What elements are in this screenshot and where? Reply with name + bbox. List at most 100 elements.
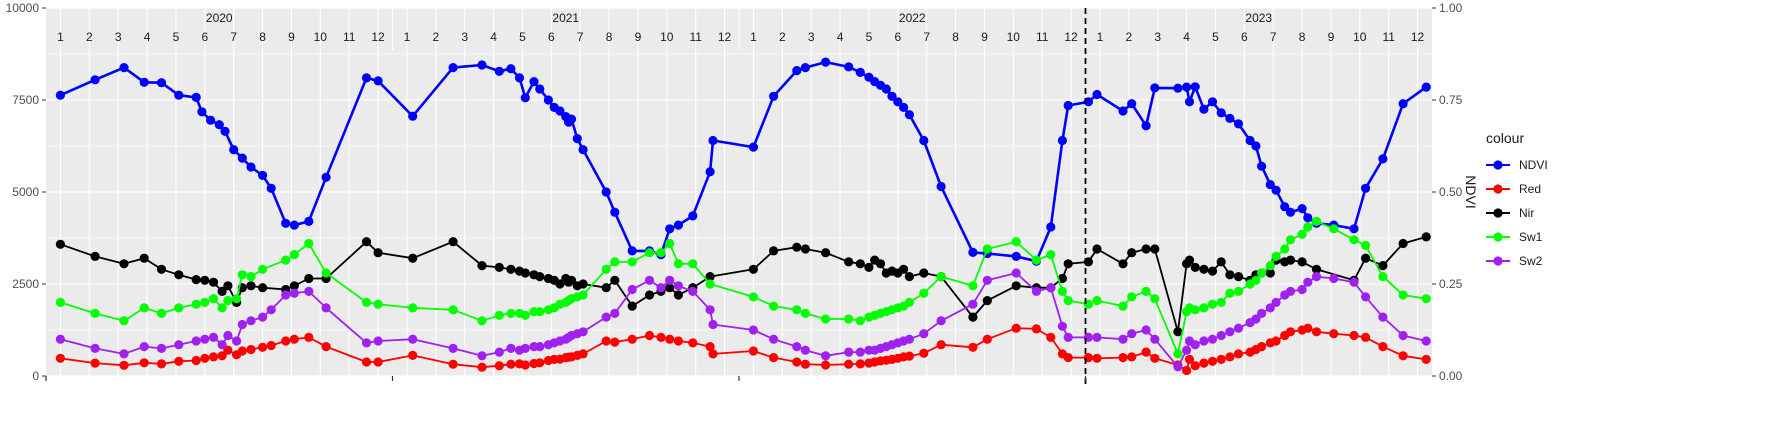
data-point — [1225, 113, 1235, 123]
data-point — [919, 329, 929, 339]
month-label: 6 — [548, 30, 555, 44]
data-point — [448, 343, 458, 353]
data-point — [1127, 292, 1137, 302]
month-label: 12 — [718, 30, 732, 44]
data-point — [673, 259, 684, 269]
data-point — [899, 264, 909, 274]
month-label: 10 — [1007, 30, 1021, 44]
data-point — [1141, 121, 1151, 131]
data-point — [821, 248, 831, 258]
data-point — [1349, 235, 1359, 245]
data-point — [792, 242, 802, 252]
data-point — [529, 77, 539, 87]
data-point — [578, 145, 588, 155]
data-point — [90, 75, 100, 85]
data-point — [361, 357, 372, 367]
data-point — [373, 248, 383, 258]
series-red — [55, 323, 1431, 376]
data-point — [281, 255, 291, 265]
month-label: 4 — [837, 30, 844, 44]
data-point — [578, 349, 588, 359]
data-point — [1141, 325, 1151, 335]
data-point — [506, 64, 516, 74]
data-point — [139, 342, 149, 352]
data-point — [1063, 296, 1073, 306]
legend-label: Sw2 — [1519, 254, 1543, 268]
data-point — [800, 63, 811, 73]
month-label: 7 — [577, 30, 584, 44]
data-point — [506, 343, 516, 353]
data-point — [1421, 82, 1431, 92]
month-label: 4 — [144, 30, 151, 44]
month-label: 9 — [1328, 30, 1335, 44]
data-point — [844, 359, 854, 369]
data-point — [237, 319, 247, 330]
month-label: 9 — [981, 30, 988, 44]
series-layer — [55, 57, 1431, 376]
data-point — [601, 187, 611, 197]
data-point — [688, 286, 698, 296]
data-point — [821, 57, 831, 67]
data-point — [232, 336, 242, 346]
data-point — [1271, 297, 1281, 307]
data-point — [1398, 351, 1408, 361]
data-point — [1092, 89, 1102, 100]
data-point — [1127, 329, 1137, 339]
data-point — [281, 290, 291, 300]
data-point — [200, 275, 210, 285]
month-label: 7 — [230, 30, 237, 44]
data-point — [601, 283, 611, 293]
data-point — [1184, 354, 1195, 364]
data-point — [919, 135, 929, 146]
data-point — [982, 334, 992, 344]
data-point — [220, 126, 230, 136]
data-point — [1057, 135, 1067, 146]
data-point — [448, 237, 458, 247]
data-point — [139, 303, 149, 313]
data-point — [258, 342, 268, 352]
data-point — [1285, 286, 1296, 296]
data-point — [139, 77, 149, 87]
data-point — [408, 253, 418, 263]
data-point — [90, 251, 100, 261]
data-point — [566, 275, 577, 285]
data-point — [887, 91, 897, 101]
data-point — [408, 303, 418, 313]
data-point — [688, 211, 698, 221]
month-label: 2 — [86, 30, 93, 44]
data-point — [644, 248, 655, 258]
data-point — [281, 218, 291, 228]
data-point — [361, 297, 372, 307]
facet-label-year: 2022 — [899, 11, 926, 25]
data-point — [1046, 250, 1056, 260]
data-point — [627, 334, 637, 344]
data-point — [1361, 253, 1371, 263]
data-point — [748, 292, 759, 302]
data-point — [200, 297, 210, 307]
data-point — [477, 60, 487, 70]
data-point — [408, 350, 418, 360]
data-point — [217, 286, 227, 296]
data-point — [1216, 297, 1226, 307]
y-axis-left: 0 2500 5000 7500 10000 — [6, 1, 46, 383]
data-point — [1150, 83, 1160, 93]
data-point — [1190, 340, 1200, 350]
month-label: 11 — [343, 30, 356, 44]
data-point — [904, 351, 915, 361]
data-point — [208, 332, 219, 342]
data-point — [1257, 342, 1267, 352]
data-point — [1046, 222, 1056, 232]
data-point — [1190, 82, 1200, 92]
legend-title: colour — [1486, 130, 1524, 146]
data-point — [982, 275, 992, 285]
data-point — [1118, 353, 1128, 363]
data-point — [361, 338, 372, 348]
data-point — [705, 279, 715, 289]
legend-label: Nir — [1519, 206, 1534, 220]
data-point — [1141, 244, 1151, 254]
data-point — [494, 361, 504, 371]
data-point — [688, 338, 698, 348]
month-label: 5 — [866, 30, 873, 44]
data-point — [1182, 345, 1192, 355]
data-point — [844, 314, 854, 324]
